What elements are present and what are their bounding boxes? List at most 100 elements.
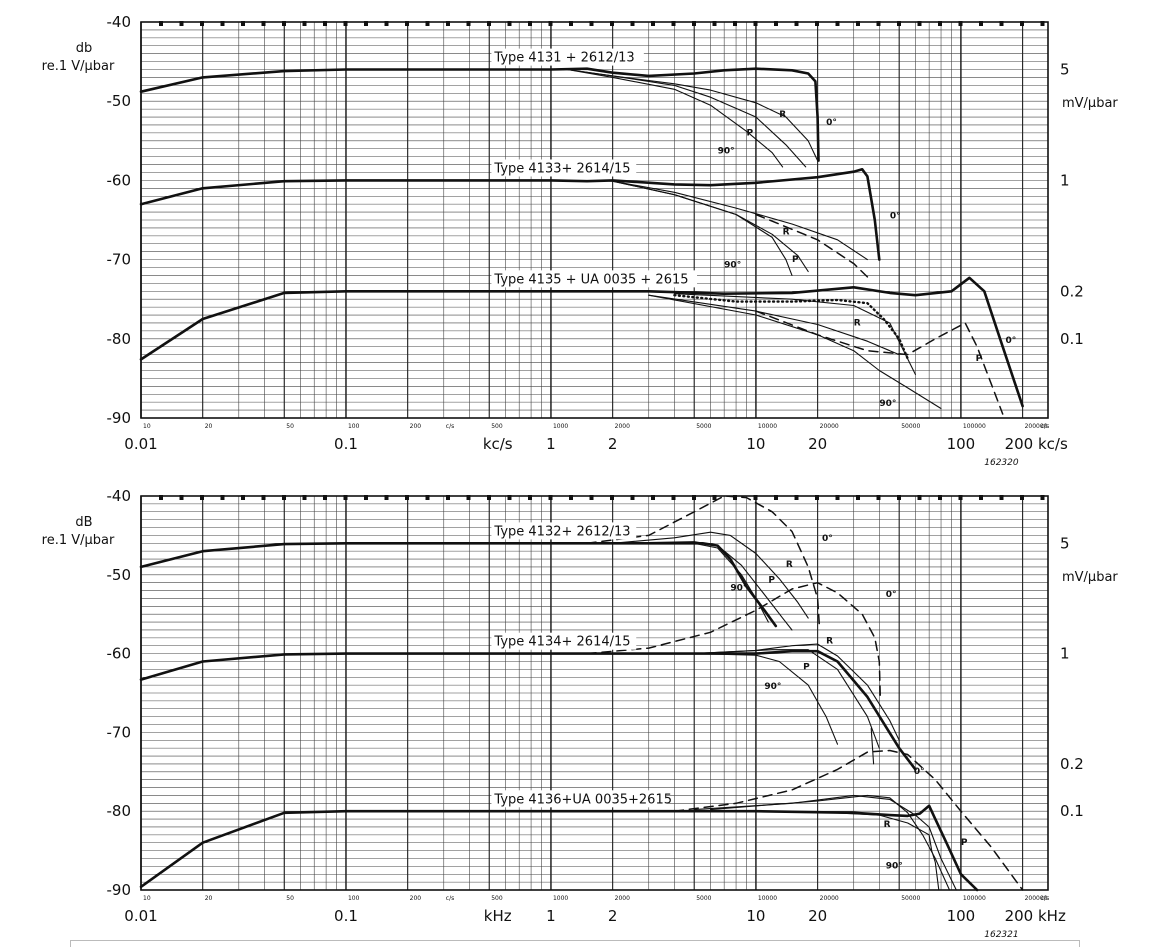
x-main-tick-label: 1: [546, 435, 556, 453]
curve-label: 90°: [730, 584, 747, 594]
curve-label: P: [976, 354, 983, 364]
x-small-tick-label: 200: [410, 895, 422, 902]
curve-R: [693, 643, 900, 741]
top-tick-mark: [835, 495, 840, 500]
curve-label: 90°: [886, 862, 903, 872]
top-tick-mark: [897, 21, 901, 26]
curve-0deg: [139, 276, 1024, 408]
x-small-tick-label: c/s: [1041, 895, 1049, 902]
y-tick-label: -70: [107, 723, 132, 741]
curve-label: 0°: [890, 211, 901, 221]
top-tick-mark: [569, 495, 573, 500]
top-tick-mark: [425, 21, 430, 26]
top-tick-mark: [241, 495, 245, 500]
x-small-tick-label: 20: [205, 423, 213, 430]
top-tick-mark: [712, 495, 717, 500]
x-small-tick-label: 20000: [820, 895, 839, 902]
curve-90deg: [693, 810, 940, 891]
series-2: 0° R P 90° Type 4133+ 2614/15: [139, 159, 901, 281]
series-3: 0° P R 90° Type 4135 + UA 0035 + 2615: [139, 270, 1024, 415]
x-main-tick-label: 0.01: [124, 435, 157, 453]
x-small-tick-label: 200000: [1025, 423, 1048, 430]
series-1: R P 90° 0° Type 4132+ 2612/13: [139, 495, 833, 631]
curve-label: P: [803, 662, 810, 672]
top-tick-mark: [364, 495, 368, 500]
y-tick-label: -80: [107, 330, 132, 348]
y-axis-subtitle: re.1 V/µbar: [42, 533, 115, 548]
top-tick-mark: [794, 495, 799, 500]
top-tick-mark: [466, 495, 471, 500]
right-tick-label: 0.1: [1060, 330, 1084, 348]
curve-0deg: [673, 749, 1024, 891]
y-axis-title: db: [76, 41, 93, 56]
right-axis-unit: mV/µbar: [1062, 570, 1118, 585]
top-tick-mark: [1020, 21, 1024, 26]
top-tick-mark: [405, 21, 409, 26]
curve-90deg: [693, 653, 839, 745]
x-main-tick-label: 20: [808, 435, 827, 453]
top-tick-mark: [897, 495, 901, 500]
x-main-tick-label: 100: [947, 435, 976, 453]
x-small-tick-label: 10: [143, 423, 151, 430]
curve-R: [648, 294, 900, 356]
series-label-bg: [491, 632, 637, 650]
series-label-bg: [491, 159, 637, 177]
curve-0deg: [139, 168, 881, 261]
x-main-tick-label: 20: [808, 907, 827, 925]
x-main-tick-label: 10: [746, 907, 765, 925]
curve-0deg: [586, 581, 882, 702]
top-tick-mark: [999, 21, 1004, 26]
x-small-tick-label: c/s: [446, 423, 454, 430]
top-tick-mark: [589, 21, 594, 26]
curve-label: 0°: [886, 590, 897, 600]
x-main-tick-label: 0.01: [124, 907, 157, 925]
curve-unlabeled: [139, 649, 917, 771]
figure-code: 162320: [984, 458, 1019, 468]
top-tick-mark: [446, 495, 450, 500]
x-main-tick-label: kc/s: [483, 435, 513, 453]
x-small-tick-label: 5000: [696, 423, 711, 430]
x-main-tick-label: 1: [546, 907, 556, 925]
series-label-bg: [491, 270, 698, 288]
series-label-bg: [491, 48, 644, 66]
top-tick-mark: [282, 21, 286, 26]
y-tick-label: -60: [107, 645, 132, 663]
top-tick-mark: [733, 21, 737, 26]
right-tick-label: 5: [1060, 61, 1070, 79]
top-tick-mark: [630, 21, 635, 26]
top-tick-mark: [200, 495, 204, 500]
chart-panel-2: -40 -50 -60 -70 -80 -90 dB re.1 V/µbar 5 1 0.2 0.1 m…: [42, 487, 1119, 940]
top-tick-mark: [589, 495, 594, 500]
series-label: Type 4136+UA 0035+2615: [493, 792, 672, 807]
x-small-tick-label: 50000: [901, 895, 920, 902]
top-tick-mark: [384, 21, 389, 26]
curve-R: [612, 531, 809, 619]
top-tick-mark: [815, 495, 819, 500]
top-tick-mark: [876, 495, 881, 500]
top-tick-mark: [507, 495, 512, 500]
curve-label: R: [786, 560, 793, 570]
top-tick-mark: [794, 21, 799, 26]
x-small-tick-label: 20: [205, 895, 213, 902]
y-tick-label: -40: [107, 487, 132, 505]
top-tick-mark: [999, 495, 1004, 500]
top-tick-mark: [159, 21, 163, 26]
x-small-tick-label: 100000: [963, 895, 986, 902]
top-tick-mark: [179, 21, 184, 26]
x-small-tick-label: 2000: [615, 423, 630, 430]
x-small-tick-label: 50: [286, 895, 294, 902]
curve-label: P: [747, 128, 754, 138]
top-tick-mark: [220, 21, 225, 26]
series-label-bg: [491, 790, 667, 808]
series-1: 0° R P 90° Type 4131 + 2612/13: [139, 48, 837, 168]
top-tick-mark: [753, 495, 758, 500]
curve-90deg: [566, 68, 784, 168]
curve-label: 90°: [764, 682, 781, 692]
x-small-tick-label: 50: [286, 423, 294, 430]
top-tick-mark: [569, 21, 573, 26]
top-tick-mark: [692, 495, 696, 500]
x-small-tick-label: c/s: [446, 895, 454, 902]
series-label: Type 4132+ 2612/13: [493, 524, 630, 539]
top-tick-mark: [876, 21, 881, 26]
